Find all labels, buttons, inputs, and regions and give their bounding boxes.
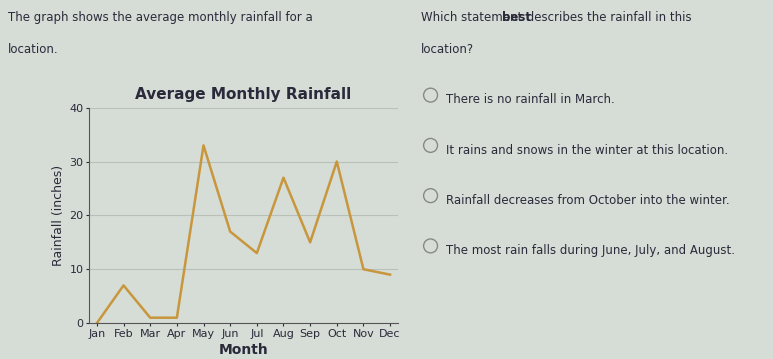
Text: location?: location? <box>421 43 475 56</box>
Text: There is no rainfall in March.: There is no rainfall in March. <box>446 93 615 106</box>
Text: Rainfall decreases from October into the winter.: Rainfall decreases from October into the… <box>446 194 730 207</box>
Text: It rains and snows in the winter at this location.: It rains and snows in the winter at this… <box>446 144 728 157</box>
Text: The graph shows the average monthly rainfall for a: The graph shows the average monthly rain… <box>8 11 312 24</box>
Y-axis label: Rainfall (inches): Rainfall (inches) <box>52 165 65 266</box>
Text: describes the rainfall in this: describes the rainfall in this <box>523 11 692 24</box>
Text: Which statement: Which statement <box>421 11 526 24</box>
Text: best: best <box>502 11 531 24</box>
Title: Average Monthly Rainfall: Average Monthly Rainfall <box>135 87 352 102</box>
Text: location.: location. <box>8 43 58 56</box>
Text: The most rain falls during June, July, and August.: The most rain falls during June, July, a… <box>446 244 735 257</box>
X-axis label: Month: Month <box>219 343 268 357</box>
